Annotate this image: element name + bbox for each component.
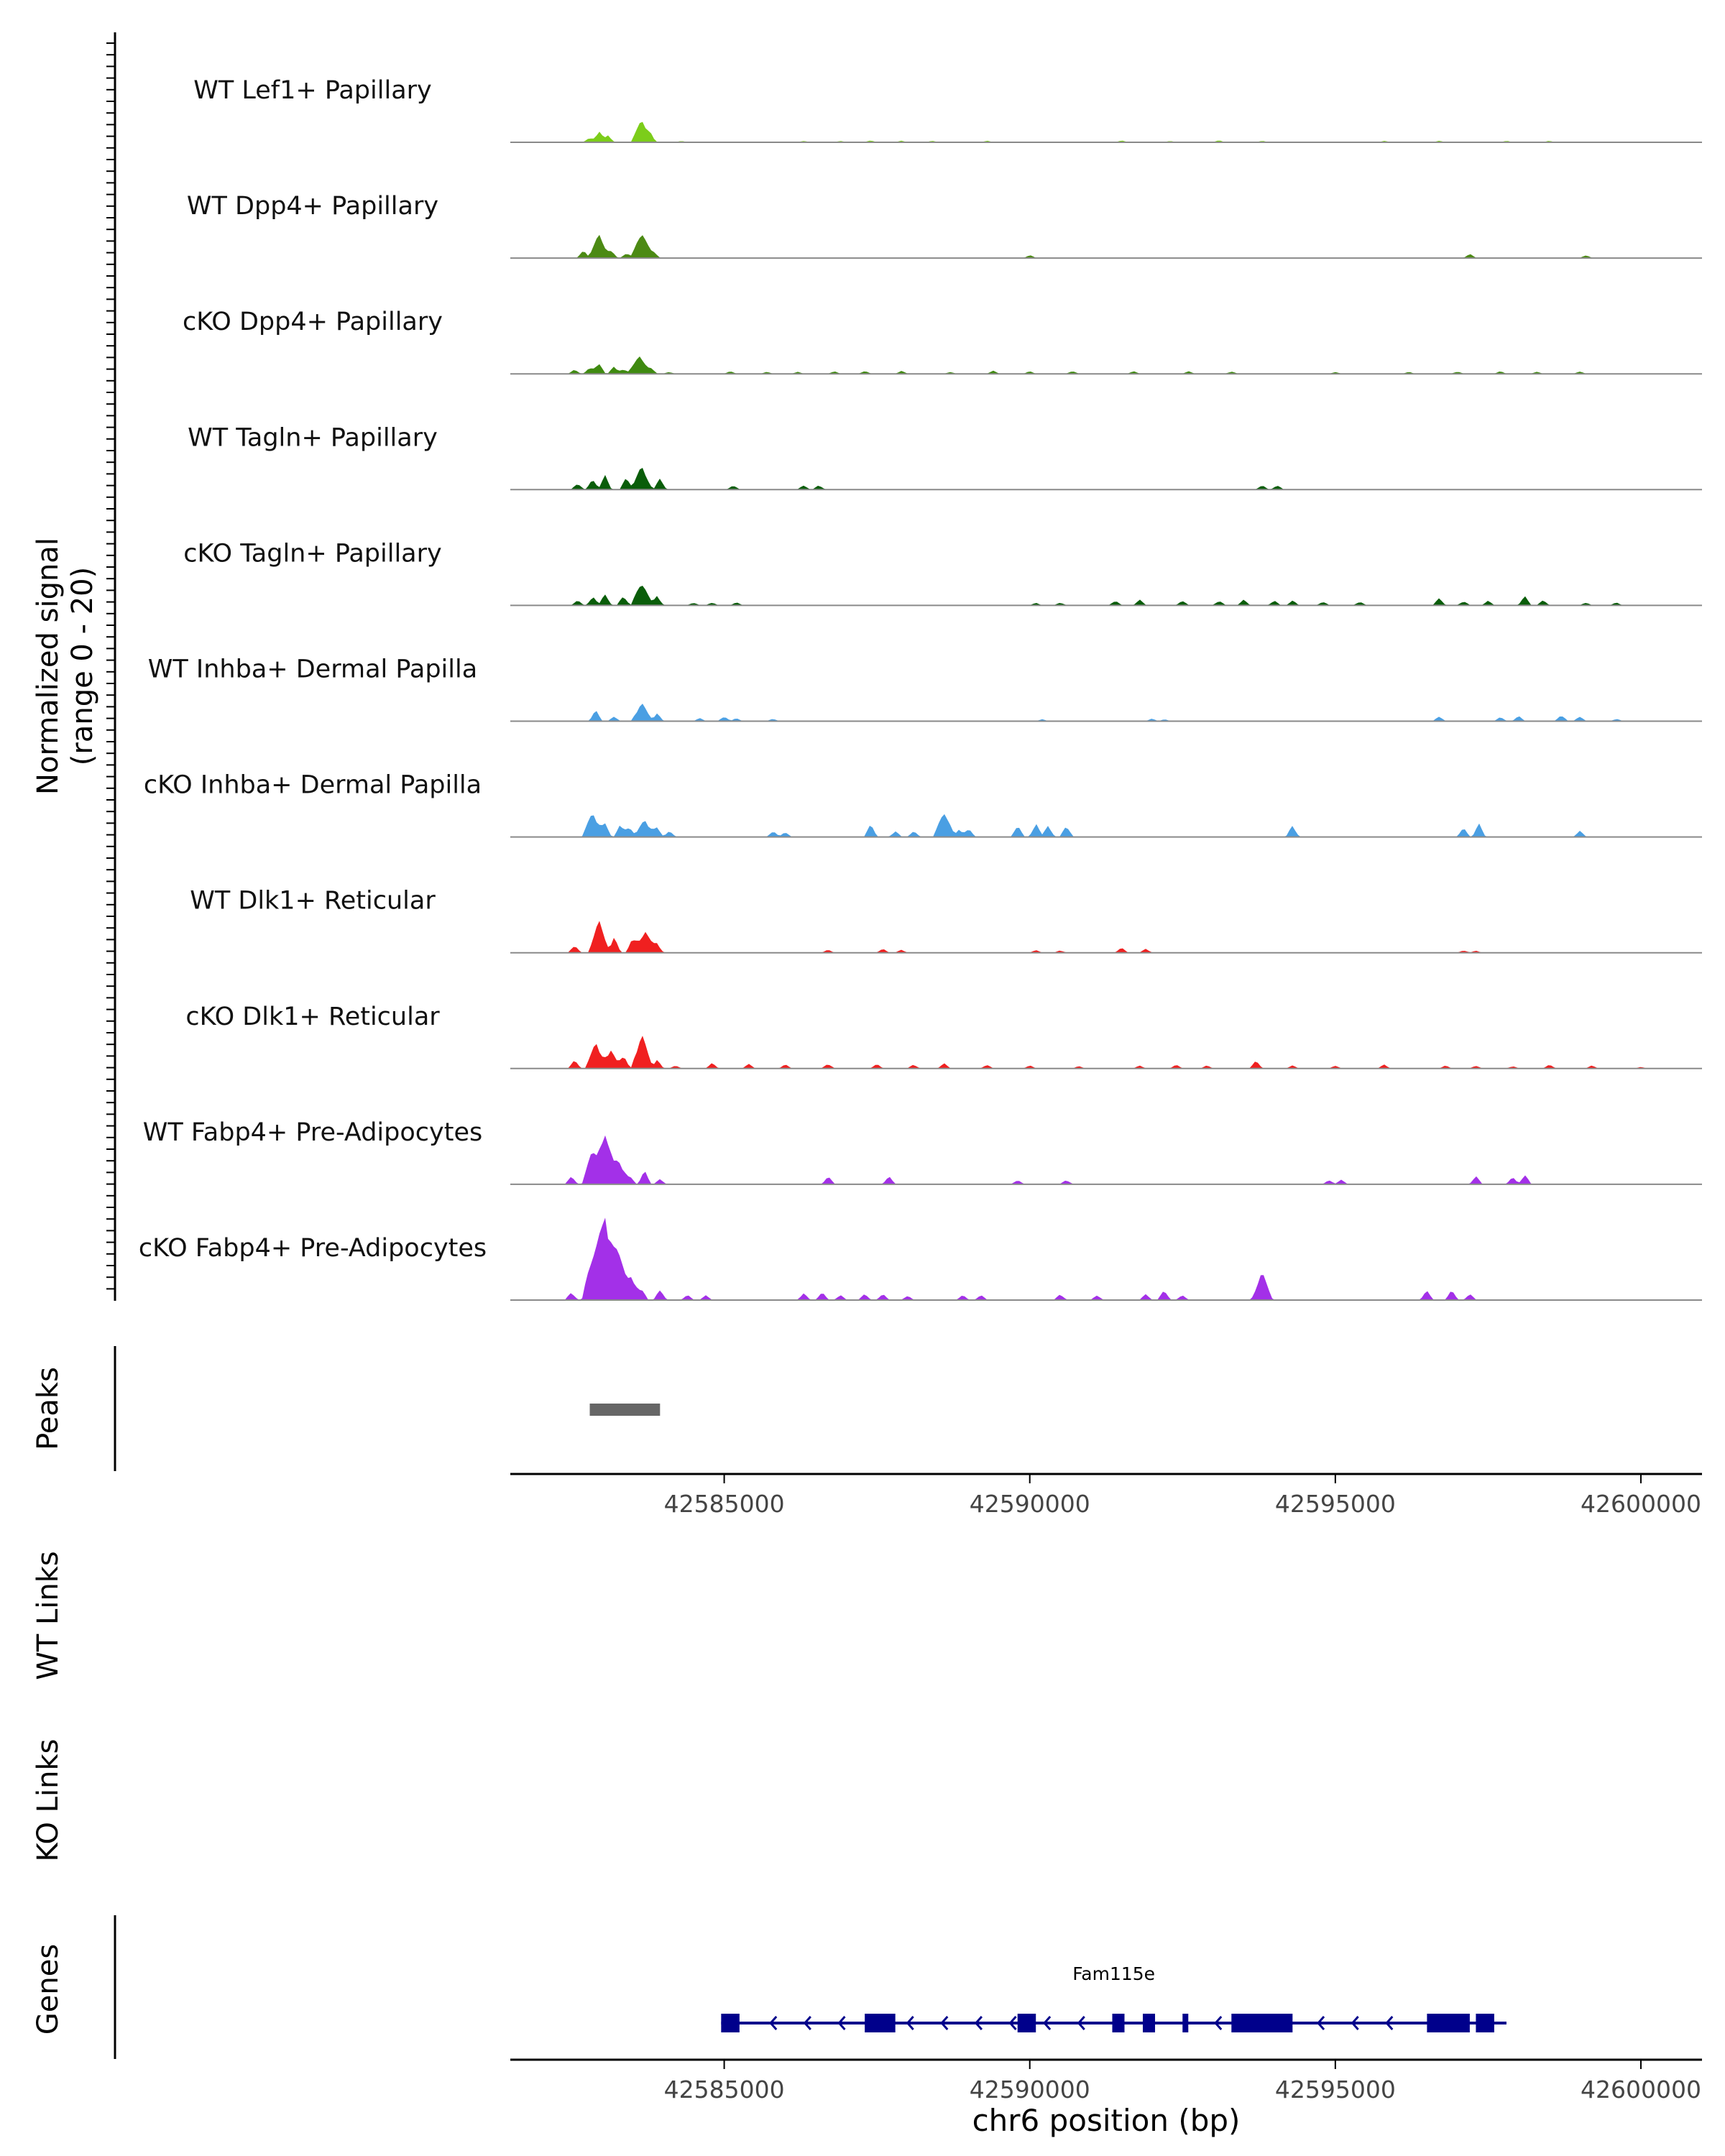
- coverage-track-label: WT Dlk1+ Reticular: [190, 887, 436, 916]
- gene-strand-arrow: [1385, 2016, 1394, 2030]
- coverage-track-label: WT Fabp4+ Pre-Adipocytes: [143, 1118, 482, 1147]
- coverage-area: [510, 814, 1702, 837]
- x-axis-top: 42585000 42590000 42595000 42600000: [510, 1473, 1702, 1518]
- gene-strand-arrow: [769, 2016, 778, 2030]
- coverage-track-label: cKO Fabp4+ Pre-Adipocytes: [139, 1234, 487, 1263]
- coverage-y-axis: [106, 32, 116, 1301]
- x-axis-bottom-tick-label: 42600000: [1581, 2076, 1701, 2104]
- coverage-track: WT Tagln+ Papillary: [188, 423, 1702, 491]
- gene-strand-arrow: [1043, 2016, 1052, 2030]
- coverage-track: cKO Dlk1+ Reticular: [185, 1003, 1702, 1069]
- gene-strand-arrow: [940, 2016, 949, 2030]
- coverage-area: [510, 468, 1702, 490]
- x-axis-bottom-tick-label: 42585000: [664, 2076, 785, 2104]
- gene-strand-arrow: [1077, 2016, 1085, 2030]
- coverage-track-label: WT Lef1+ Papillary: [193, 76, 432, 105]
- peaks-track-label: Peaks: [32, 1367, 65, 1450]
- coverage-area: [510, 921, 1702, 953]
- coverage-track: cKO Fabp4+ Pre-Adipocytes: [139, 1217, 1702, 1301]
- x-axis-bottom: 42585000 42590000 42595000 42600000: [510, 2058, 1702, 2104]
- gene-exon: [1427, 2014, 1470, 2032]
- coverage-area: [510, 1217, 1702, 1300]
- x-axis-top-tick-label: 42595000: [1275, 1490, 1396, 1518]
- gene-strand-arrow: [837, 2016, 846, 2030]
- gene-model-fam115e: [721, 2014, 1506, 2032]
- x-axis-bottom-tick-label: 42590000: [970, 2076, 1090, 2104]
- gene-exon: [1017, 2014, 1036, 2032]
- coverage-track-label: WT Tagln+ Papillary: [188, 423, 438, 452]
- coverage-track: cKO Inhba+ Dermal Papilla: [144, 771, 1702, 838]
- gene-exon: [865, 2014, 896, 2032]
- coverage-area: [510, 704, 1702, 722]
- x-axis-top-tick-label: 42590000: [970, 1490, 1090, 1518]
- coverage-track: WT Lef1+ Papillary: [193, 76, 1702, 143]
- gene-exon: [1112, 2014, 1125, 2032]
- peak-region: [589, 1404, 661, 1416]
- coverage-track-label: cKO Inhba+ Dermal Papilla: [144, 771, 482, 800]
- coverage-track: WT Dpp4+ Papillary: [187, 192, 1702, 259]
- x-axis-top-tick-label: 42600000: [1581, 1490, 1701, 1518]
- x-axis-title: chr6 position (bp): [972, 2103, 1241, 2138]
- coverage-tracks: WT Lef1+ Papillary WT Dpp4+ Papillary cKO …: [139, 76, 1702, 1301]
- ko-links-label: KO Links: [32, 1739, 65, 1862]
- coverage-area: [510, 356, 1702, 374]
- coverage-track: WT Dlk1+ Reticular: [190, 887, 1702, 954]
- coverage-track: WT Fabp4+ Pre-Adipocytes: [143, 1118, 1702, 1185]
- gene-exon: [1143, 2014, 1156, 2032]
- x-axis-top-tick-label: 42585000: [664, 1490, 785, 1518]
- gene-strand-arrow: [906, 2016, 914, 2030]
- gene-name-label: Fam115e: [1072, 1963, 1155, 1984]
- coverage-area: [510, 1036, 1702, 1069]
- x-axis-bottom-tick-label: 42595000: [1275, 2076, 1396, 2104]
- gene-exon: [1231, 2014, 1293, 2032]
- gene-strand-arrow: [974, 2016, 983, 2030]
- coverage-ylabel: Normalized signal: [32, 538, 65, 795]
- links-tracks: WT Links KO Links: [32, 1551, 65, 1861]
- coverage-track-label: cKO Dlk1+ Reticular: [185, 1003, 440, 1031]
- peaks-track: Peaks: [32, 1346, 661, 1471]
- coverage-area: [510, 234, 1702, 259]
- genes-track-label: Genes: [32, 1944, 65, 2035]
- coverage-track-label: WT Inhba+ Dermal Papilla: [148, 655, 477, 684]
- gene-strand-arrow: [803, 2016, 811, 2030]
- gene-strand-arrow: [1351, 2016, 1359, 2030]
- gene-exon: [1182, 2014, 1189, 2032]
- coverage-area: [510, 586, 1702, 606]
- coverage-track: cKO Dpp4+ Papillary: [183, 308, 1702, 375]
- gene-strand-arrow: [1317, 2016, 1325, 2030]
- coverage-track: WT Inhba+ Dermal Papilla: [148, 655, 1702, 722]
- genes-track: Genes Fam115e: [32, 1915, 1506, 2059]
- coverage-ylabel-range: (range 0 - 20): [66, 567, 99, 765]
- gene-strand-arrow: [1214, 2016, 1223, 2030]
- gene-exon: [721, 2014, 740, 2032]
- coverage-track: cKO Tagln+ Papillary: [183, 539, 1702, 607]
- coverage-area: [510, 1135, 1702, 1184]
- coverage-area: [510, 121, 1702, 142]
- gene-exon: [1476, 2014, 1494, 2032]
- wt-links-label: WT Links: [32, 1551, 65, 1680]
- coverage-track-label: cKO Tagln+ Papillary: [183, 539, 442, 568]
- coverage-track-label: cKO Dpp4+ Papillary: [183, 308, 443, 336]
- coverage-track-label: WT Dpp4+ Papillary: [187, 192, 438, 221]
- gene-strand-arrow: [1008, 2016, 1017, 2030]
